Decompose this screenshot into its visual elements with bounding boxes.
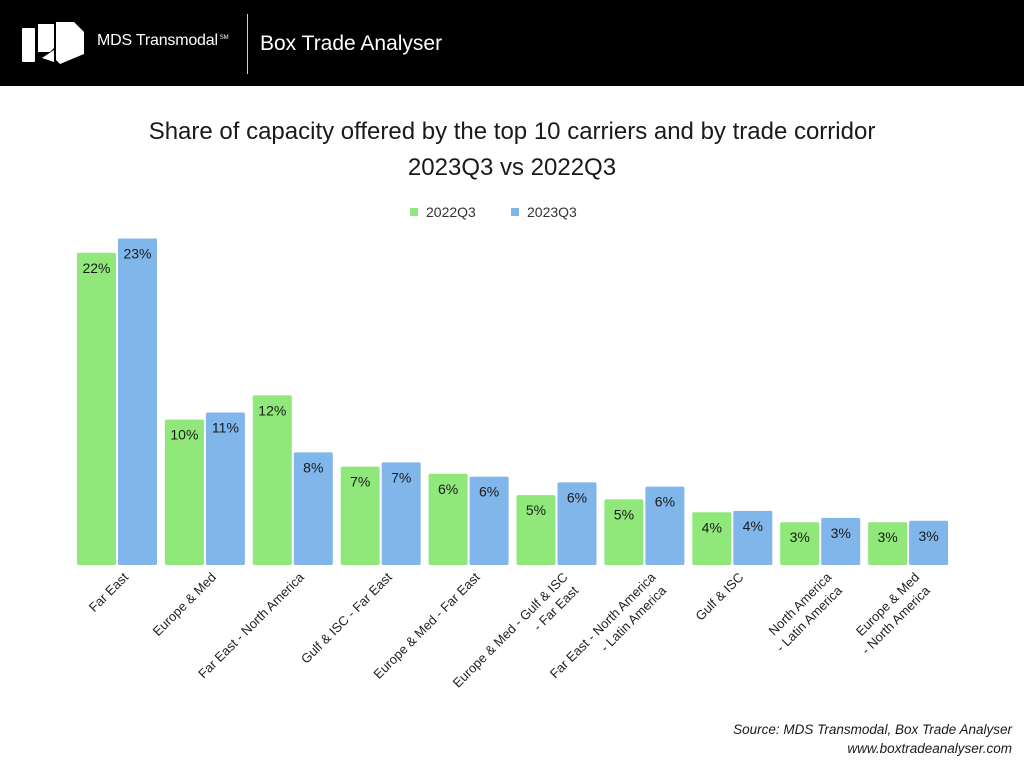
data-label-2023Q3-8: 3% [831, 525, 851, 541]
data-label-2022Q3-3: 7% [350, 474, 370, 490]
data-label-2022Q3-4: 6% [438, 481, 458, 497]
category-label-line: Gulf & ISC [692, 570, 746, 624]
data-label-2022Q3-7: 4% [702, 519, 722, 535]
category-label-7: Gulf & ISC [692, 570, 746, 624]
bar-2023Q3-0 [118, 238, 157, 565]
category-label-1: Europe & Med [150, 570, 219, 639]
data-label-2023Q3-9: 3% [918, 528, 938, 544]
bar-2023Q3-2 [293, 452, 333, 565]
data-label-2023Q3-3: 7% [391, 469, 411, 485]
bar-2022Q3-7 [692, 512, 732, 565]
header-divider [247, 14, 248, 74]
data-label-2023Q3-0: 23% [123, 246, 151, 262]
bar-2023Q3-3 [381, 462, 421, 565]
bar-2023Q3-7 [733, 510, 773, 565]
source-note: Source: MDS Transmodal, Box Trade Analys… [733, 720, 1012, 758]
legend-label-2022Q3: 2022Q3 [426, 204, 476, 220]
data-label-2022Q3-1: 10% [170, 427, 198, 443]
product-name: Box Trade Analyser [260, 32, 443, 55]
data-label-2023Q3-4: 6% [479, 484, 499, 500]
data-label-2023Q3-1: 11% [212, 419, 239, 435]
category-label-3: Gulf & ISC - Far East [298, 569, 395, 666]
data-label-2022Q3-9: 3% [877, 529, 897, 545]
source-text: Source: MDS Transmodal, Box Trade Analys… [733, 722, 1012, 737]
category-label-line: Gulf & ISC - Far East [298, 569, 395, 666]
chart-subtitle: 2023Q3 vs 2022Q3 [407, 154, 617, 181]
brand-name: MDS Transmodal SM [97, 32, 229, 49]
data-label-2022Q3-6: 5% [614, 506, 634, 522]
bar-2022Q3-0 [77, 252, 116, 565]
data-label-2022Q3-5: 5% [526, 502, 546, 518]
data-label-2022Q3-2: 12% [258, 402, 286, 418]
bar-2023Q3-1 [205, 412, 245, 565]
bar-2022Q3-2 [252, 395, 292, 565]
category-label-line: Europe & Med [150, 570, 219, 639]
chart-title-block: Share of capacity offered by the top 10 … [0, 114, 1024, 186]
bar-2023Q3-9 [909, 520, 949, 565]
data-label-2023Q3-5: 6% [567, 489, 587, 505]
source-url: www.boxtradeanalyser.com [847, 741, 1012, 756]
mds-logo-icon [22, 22, 84, 64]
data-label-2022Q3-0: 22% [82, 260, 110, 276]
category-label-9: Europe & Med- North America [846, 570, 934, 658]
bar-2022Q3-3 [340, 466, 380, 565]
category-label-8: North America- Latin America [761, 569, 847, 655]
bar-2022Q3-8 [780, 522, 820, 565]
legend-swatch-2023Q3 [511, 208, 519, 216]
bar-2022Q3-6 [604, 499, 644, 565]
bar-2022Q3-1 [164, 419, 204, 565]
data-label-2023Q3-7: 4% [743, 518, 763, 534]
bar-2023Q3-6 [645, 486, 685, 565]
bar-2023Q3-8 [821, 517, 861, 565]
bar-chart: 2022Q3 2023Q3 22% 23% Far East 10% 11% Europe &… [77, 204, 949, 690]
category-label-0: Far East [86, 569, 132, 615]
header-bar: MDS Transmodal SM Box Trade Analyser [0, 0, 1024, 86]
data-label-2023Q3-6: 6% [655, 494, 675, 510]
bar-2022Q3-4 [428, 473, 468, 565]
data-label-2023Q3-2: 8% [303, 459, 323, 475]
bar-2022Q3-9 [868, 522, 908, 565]
legend-swatch-2022Q3 [410, 208, 418, 216]
chart-title: Share of capacity offered by the top 10 … [148, 118, 876, 145]
category-label-line: Far East [86, 569, 132, 615]
legend-label-2023Q3: 2023Q3 [527, 204, 577, 220]
bar-2023Q3-4 [469, 476, 509, 565]
bar-2022Q3-5 [516, 495, 556, 565]
bar-2023Q3-5 [557, 482, 597, 565]
data-label-2022Q3-8: 3% [790, 529, 810, 545]
